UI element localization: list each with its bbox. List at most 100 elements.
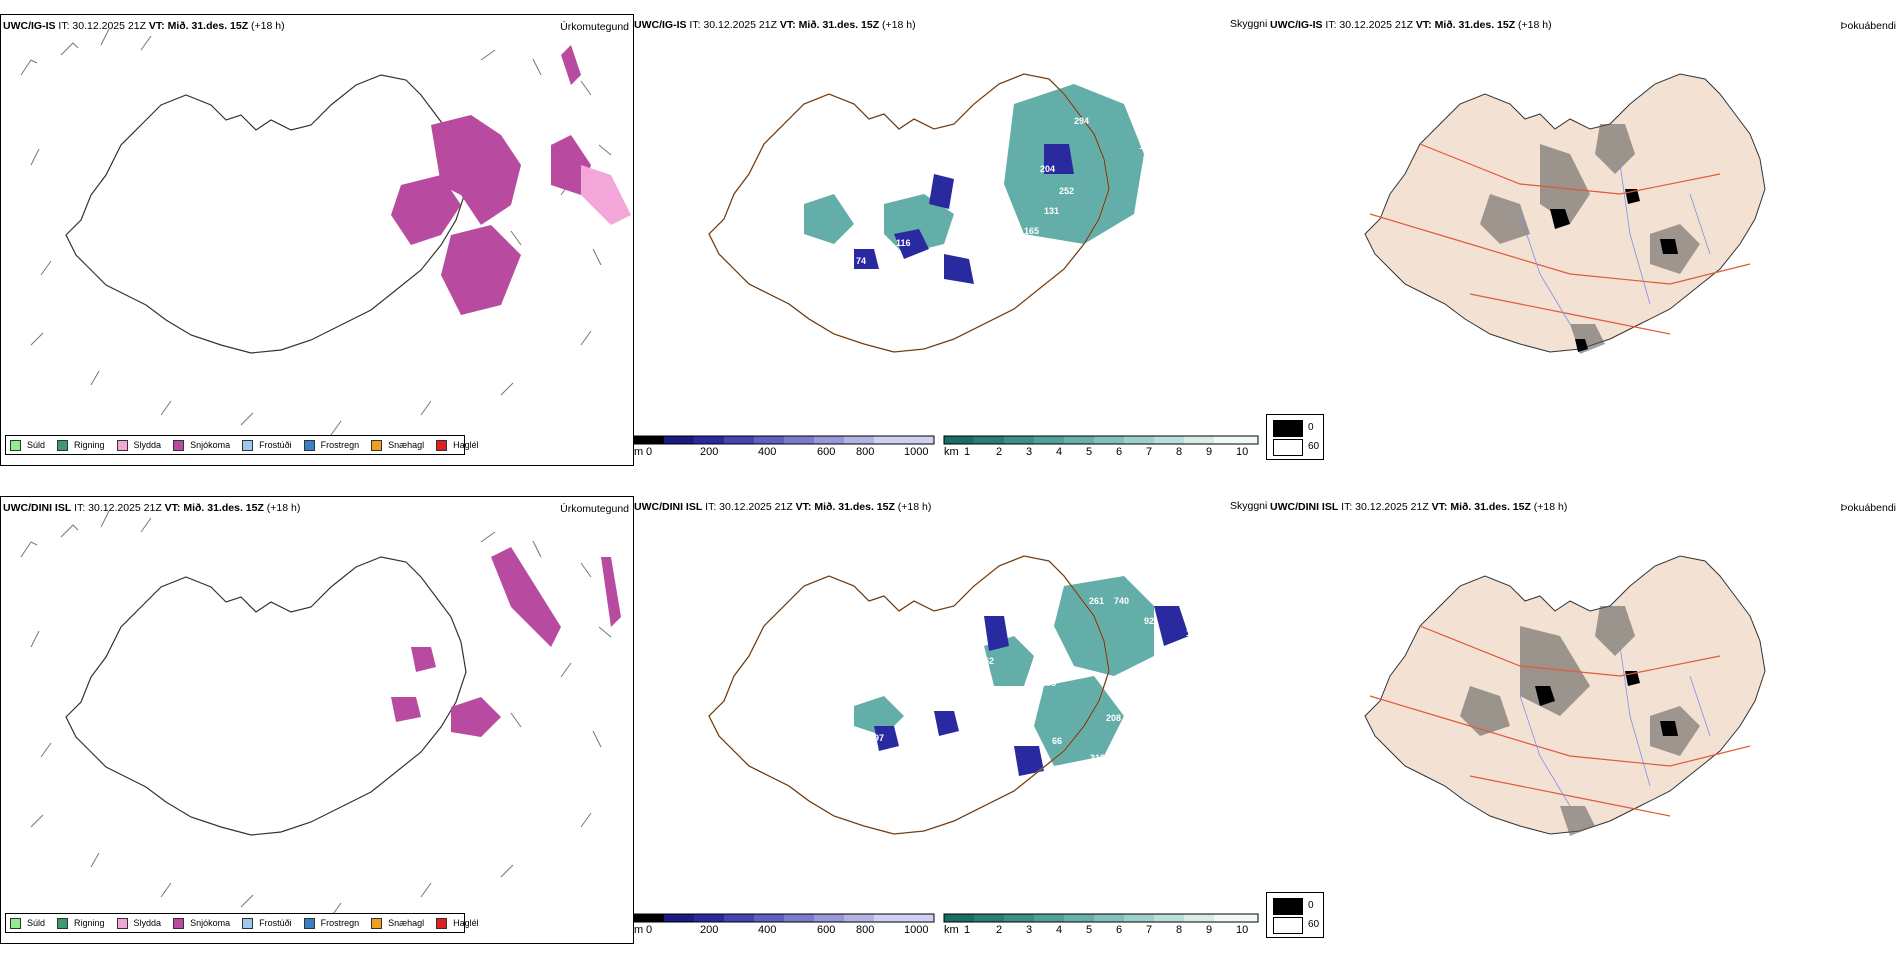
panel-header: UWC/IG-IS IT: 30.12.2025 21Z VT: Mið. 31… — [1270, 19, 1552, 31]
cloud-value-labels: 294 100 12 22 32 204 252 131 134 165 238… — [856, 116, 1169, 271]
panel-header: UWC/DINI ISL IT: 30.12.2025 21Z VT: Mið.… — [1270, 501, 1568, 513]
row-1: UWC/IG-IS IT: 30.12.2025 21Z VT: Mið. 31… — [0, 0, 1900, 470]
cloud-value-label: 98 — [1054, 258, 1064, 268]
panel-header: UWC/IG-IS IT: 30.12.2025 21Z VT: Mið. 31… — [634, 19, 916, 31]
fog-dark — [1535, 671, 1678, 736]
cloud-value-label: 296 — [1112, 738, 1127, 748]
cloud-panel-1: UWC/IG-IS IT: 30.12.2025 21Z VT: Mið. 31… — [633, 14, 1270, 464]
legend-item: Rigning — [57, 439, 105, 451]
fog-map-1 — [1364, 73, 1766, 354]
precip-panel-2: UWC/DINI ISL IT: 30.12.2025 21Z VT: Mið.… — [0, 496, 634, 944]
cloud-value-label: 676 — [1141, 723, 1156, 733]
cloud-map-2: 261 740 92 168 34 145 52 98 163 208 676 … — [708, 555, 1201, 835]
cloud-value-label: 98 — [1046, 678, 1056, 688]
fog-panel-1: UWC/IG-IS IT: 30.12.2025 21Z VT: Mið. 31… — [1266, 14, 1900, 464]
panel-header: UWC/DINI ISL IT: 30.12.2025 21Z VT: Mið.… — [3, 502, 301, 514]
fog-legend: 0 60 — [1266, 414, 1324, 460]
cloud-value-label: 12 — [964, 136, 974, 146]
sleet-area — [581, 165, 631, 225]
cloud-value-label: 1 — [996, 256, 1001, 266]
wind-barbs — [20, 510, 612, 918]
colorbar-km — [943, 913, 1259, 923]
fog-shading — [1480, 124, 1700, 354]
fog-rivers — [1519, 163, 1711, 325]
navy-cloud-areas — [874, 606, 1189, 776]
cloud-value-label: 116 — [896, 238, 911, 248]
cloud-title: Skyggni — [1230, 500, 1268, 512]
colorbars-1 — [633, 435, 1259, 445]
fog-map-2 — [1364, 555, 1766, 836]
cloud-value-label: 278 — [1112, 261, 1127, 271]
colorbar-km — [943, 435, 1259, 445]
fog-legend: 0 60 — [1266, 892, 1324, 938]
cloud-value-label: 261 — [1089, 596, 1104, 606]
precip-panel-1: UWC/IG-IS IT: 30.12.2025 21Z VT: Mið. 31… — [0, 14, 634, 466]
cloud-value-label: 318 — [1090, 753, 1105, 763]
cloud-value-label: 52 — [984, 656, 994, 666]
fog-roads — [1369, 143, 1751, 335]
cloud-value-label: 32 — [989, 186, 999, 196]
fog-title: Þokuábendi — [1840, 20, 1896, 32]
legend-item: Snjókoma — [173, 917, 230, 929]
cloud-value-label: 92 — [1144, 616, 1154, 626]
fog-rivers — [1519, 645, 1711, 807]
colorbar-m — [633, 435, 935, 445]
cloud-value-label: 208 — [1106, 713, 1121, 723]
cloud-value-label: 740 — [1114, 596, 1129, 606]
colorbar-m-labels: m 0 200 400 600 800 1000 — [634, 446, 929, 458]
precip-legend: Súld Rigning Slydda Snjókoma Frostúði Fr… — [5, 435, 479, 455]
cloud-value-label: 134 — [1154, 161, 1169, 171]
legend-item: Súld — [10, 439, 45, 451]
cloud-value-label: 145 — [1054, 658, 1069, 668]
legend-item: Slydda — [116, 917, 161, 929]
cloud-value-label: 104 — [944, 241, 959, 251]
cloud-value-label: 165 — [1024, 226, 1039, 236]
precip-map-1 — [20, 28, 631, 436]
legend-item: Rigning — [57, 917, 105, 929]
cloud-value-label: 238 — [1109, 236, 1124, 246]
panel-header: UWC/DINI ISL IT: 30.12.2025 21Z VT: Mið.… — [634, 501, 932, 513]
cloud-map-1: 294 100 12 22 32 204 252 131 134 165 238… — [708, 73, 1169, 353]
colorbar-km-labels: km 1 2 3 4 5 6 7 8 9 10 — [944, 924, 1249, 936]
navy-cloud-areas — [854, 144, 1074, 284]
fog-title: Þokuábendi — [1840, 502, 1896, 514]
cloud-value-label: 131 — [1044, 206, 1059, 216]
row-2: UWC/DINI ISL IT: 30.12.2025 21Z VT: Mið.… — [0, 482, 1900, 950]
legend-item: Snæhagl — [371, 439, 424, 451]
legend-item: Snjókoma — [173, 439, 230, 451]
legend-item: Snæhagl — [371, 917, 424, 929]
cloud-value-label: 14 — [944, 698, 954, 708]
iceland-outline — [65, 556, 467, 836]
snow-areas — [391, 547, 621, 737]
cloud-value-label: 961 — [1142, 246, 1157, 256]
cloud-value-label: 294 — [1074, 116, 1089, 126]
legend-item: Frostúði — [242, 439, 292, 451]
colorbars-2 — [633, 913, 1259, 923]
cloud-value-label: 252 — [1059, 186, 1074, 196]
cloud-value-label: 74 — [856, 256, 866, 266]
fog-roads — [1369, 625, 1751, 817]
cloud-panel-2: UWC/DINI ISL IT: 30.12.2025 21Z VT: Mið.… — [633, 496, 1270, 942]
legend-item: Frostúði — [242, 917, 292, 929]
precip-title: Úrkomutegund — [560, 21, 629, 33]
legend-item: Haglél — [436, 439, 479, 451]
cloud-value-label: 204 — [1040, 164, 1055, 174]
cloud-value-label: 72 — [1014, 261, 1024, 271]
cloud-value-label: 190 — [1018, 730, 1033, 740]
cloud-value-labels: 261 740 92 168 34 145 52 98 163 208 676 … — [874, 596, 1201, 763]
panel-header: UWC/IG-IS IT: 30.12.2025 21Z VT: Mið. 31… — [3, 20, 285, 32]
cloud-title: Skyggni — [1230, 18, 1268, 30]
cloud-value-label: 22 — [989, 171, 999, 181]
legend-item: Frostregn — [303, 917, 359, 929]
cloud-value-label: 19 — [996, 728, 1006, 738]
cloud-value-label: 168 — [1186, 628, 1201, 638]
precip-map-2 — [20, 510, 621, 918]
cloud-value-label: 97 — [874, 733, 884, 743]
precip-title: Úrkomutegund — [560, 503, 629, 515]
legend-item: Haglél — [436, 917, 479, 929]
legend-item: Frostregn — [303, 439, 359, 451]
cloud-value-label: 100 — [1139, 141, 1154, 151]
precip-legend: Súld Rigning Slydda Snjókoma Frostúði Fr… — [5, 913, 479, 933]
colorbar-km-labels: km 1 2 3 4 5 6 7 8 9 10 — [944, 446, 1249, 458]
legend-item: Slydda — [116, 439, 161, 451]
